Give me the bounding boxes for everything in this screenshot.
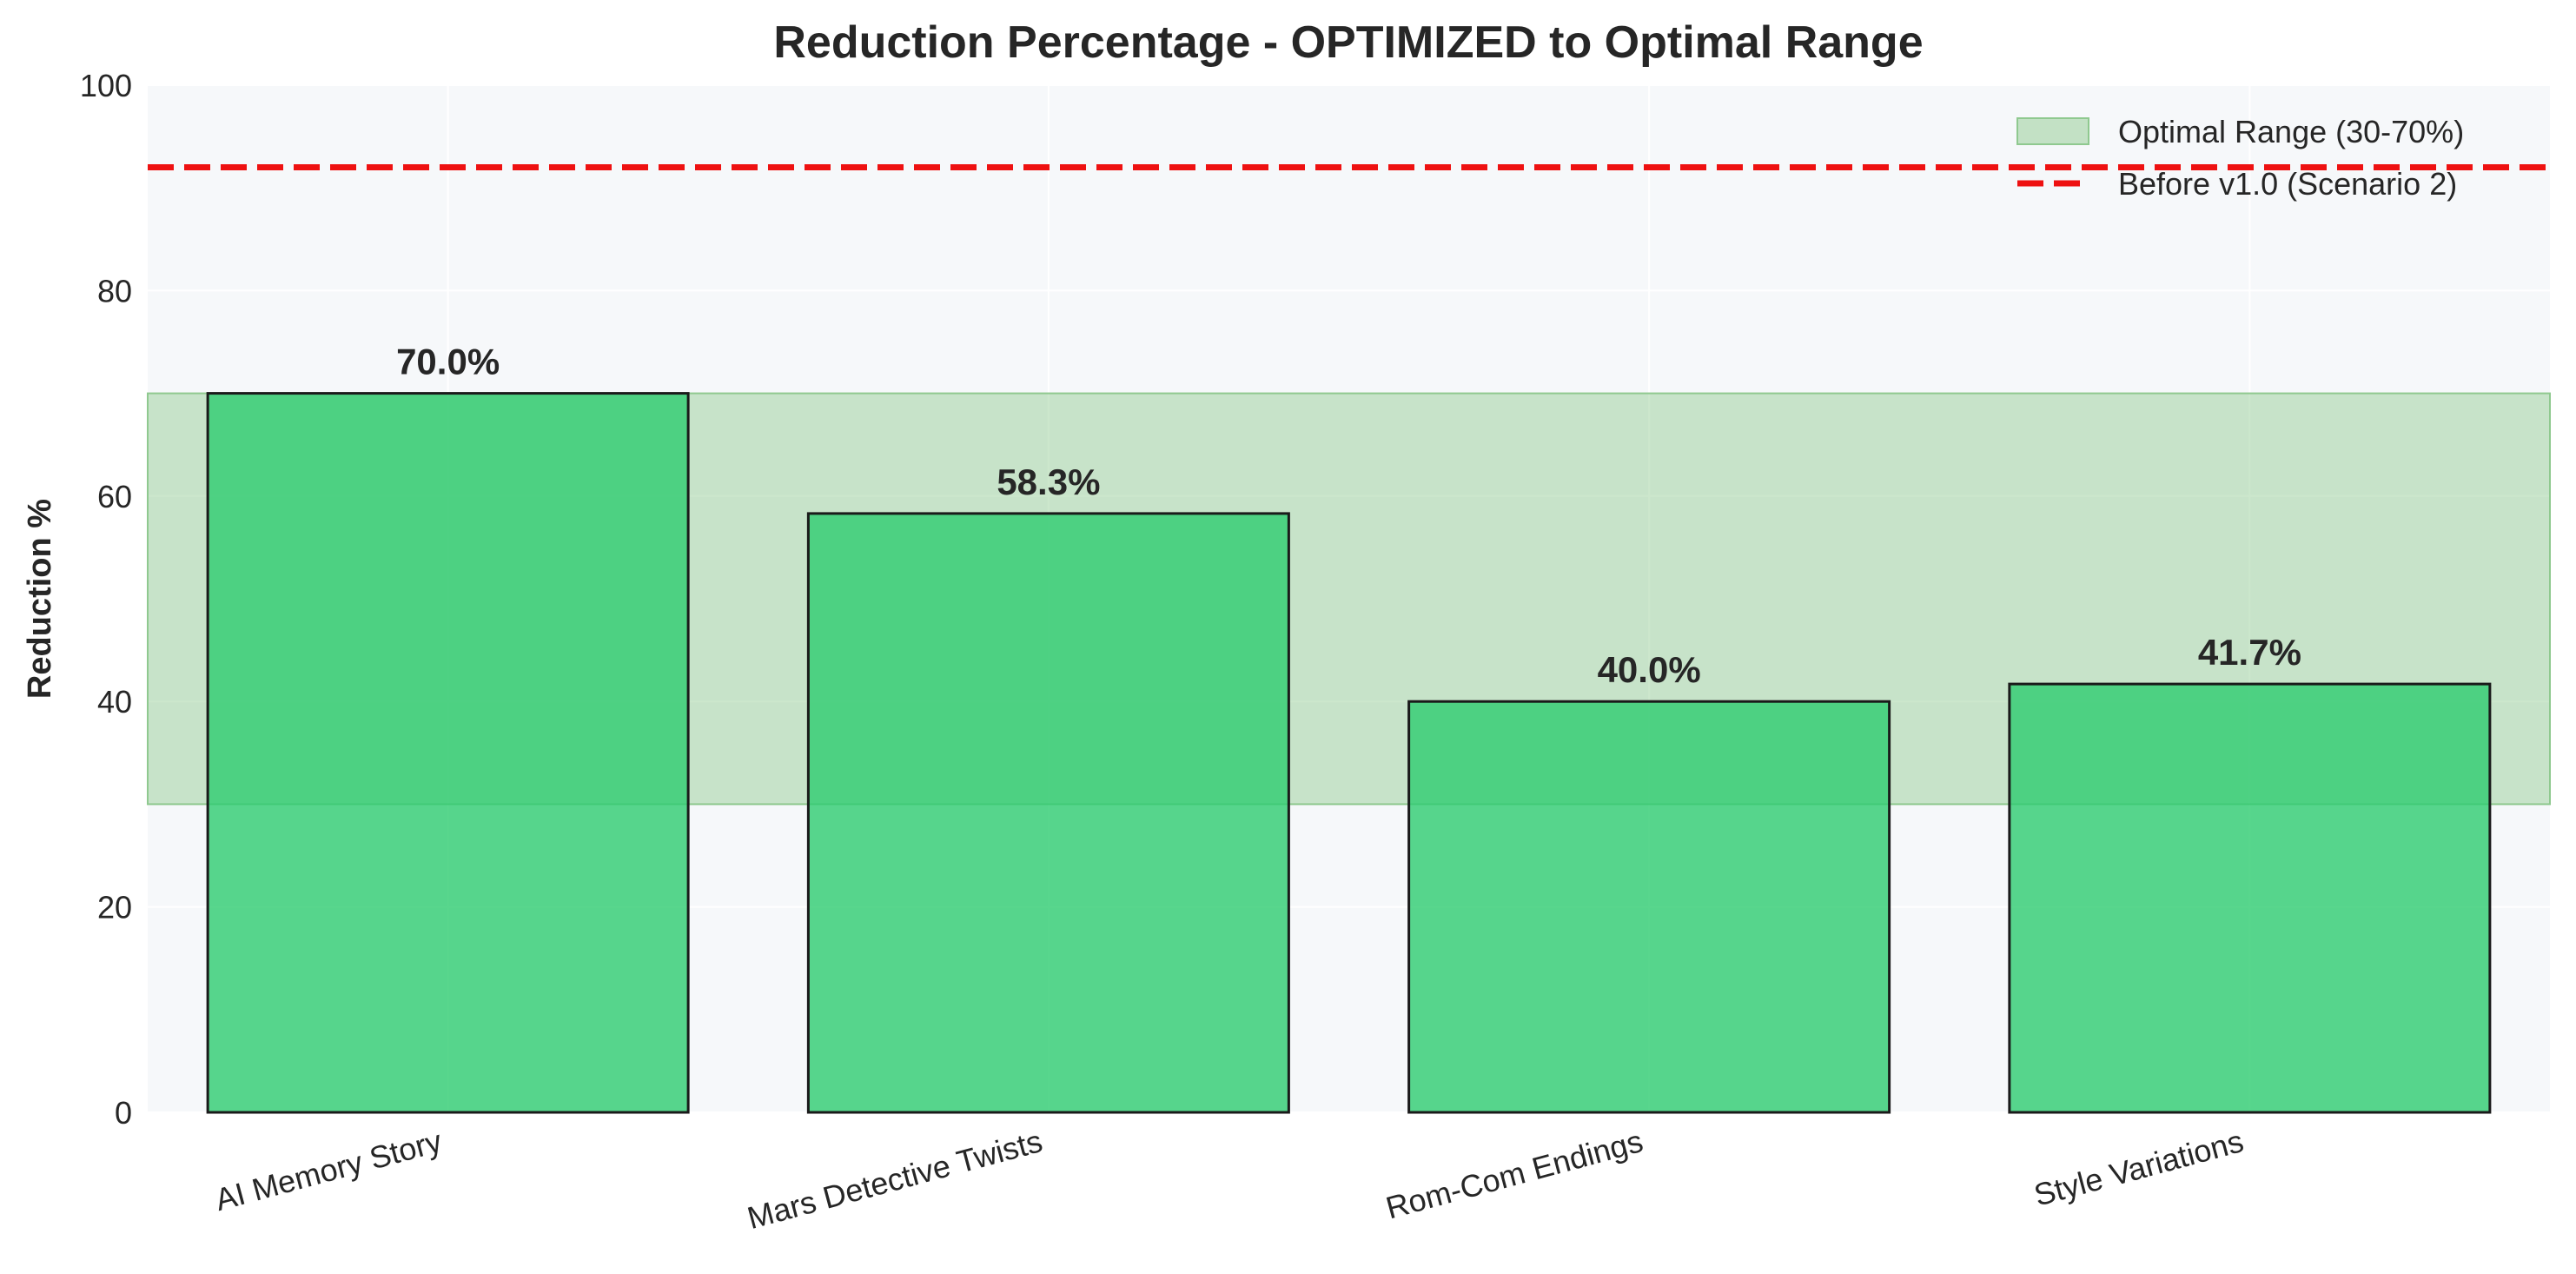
legend-label-optimal-range: Optimal Range (30-70%) xyxy=(2118,114,2464,149)
chart-title: Reduction Percentage - OPTIMIZED to Opti… xyxy=(773,17,1923,68)
y-axis-label: Reduction % xyxy=(22,499,58,699)
bar-data-label: 41.7% xyxy=(2198,632,2301,673)
legend-swatch-optimal-range xyxy=(2016,117,2089,145)
bar-data-label: 40.0% xyxy=(1598,649,1701,690)
bars xyxy=(206,392,2492,1114)
x-tick-label: Rom-Com Endings xyxy=(1382,1123,1646,1225)
bar xyxy=(206,392,690,1114)
legend: Optimal Range (30-70%) Before v1.0 (Scen… xyxy=(2016,114,2464,202)
y-tick-label: 80 xyxy=(97,273,132,309)
y-tick-label: 20 xyxy=(97,890,132,926)
data-labels: 70.0% 58.3% 40.0% 41.7% xyxy=(396,342,2301,691)
bar-data-label: 58.3% xyxy=(997,461,1100,502)
legend-label-reference-line: Before v1.0 (Scenario 2) xyxy=(2118,166,2457,202)
y-tick-label: 0 xyxy=(115,1095,132,1131)
y-tick-label: 100 xyxy=(80,68,132,103)
x-axis-ticks: AI Memory Story Mars Detective Twists Rom-… xyxy=(211,1123,2247,1236)
bar xyxy=(806,512,1290,1114)
bar xyxy=(1407,700,1891,1114)
y-axis-ticks: 0 20 40 60 80 100 xyxy=(80,68,132,1131)
y-tick-label: 40 xyxy=(97,684,132,720)
x-tick-label: Style Variations xyxy=(2030,1123,2248,1213)
bar-data-label: 70.0% xyxy=(396,342,500,382)
x-tick-label: AI Memory Story xyxy=(211,1123,446,1218)
y-tick-label: 60 xyxy=(97,479,132,514)
bar xyxy=(2008,682,2492,1114)
x-tick-label: Mars Detective Twists xyxy=(744,1123,1046,1236)
